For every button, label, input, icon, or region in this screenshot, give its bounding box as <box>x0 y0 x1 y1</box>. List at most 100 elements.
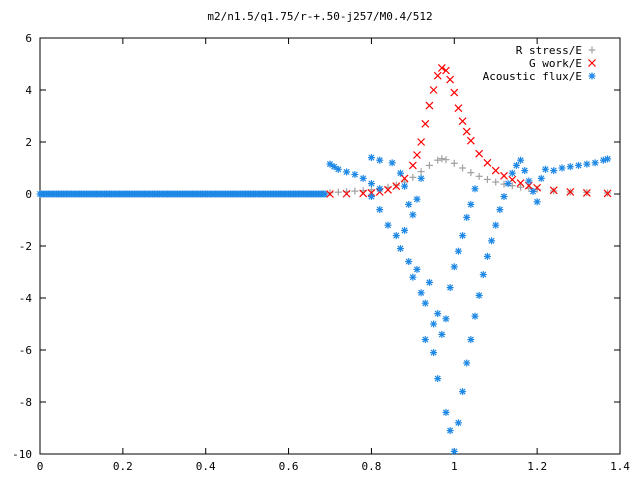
g-work-point <box>400 174 409 183</box>
x-tick-label: 0.2 <box>113 460 133 473</box>
acoustic-flux-point <box>446 427 454 435</box>
acoustic-flux-point <box>450 263 458 271</box>
acoustic-flux-point <box>475 291 483 299</box>
r-stress-point <box>492 178 500 186</box>
acoustic-flux-point <box>442 408 450 416</box>
r-stress-point <box>434 156 442 164</box>
acoustic-flux-point <box>417 289 425 297</box>
acoustic-flux-point <box>496 206 504 214</box>
acoustic-flux-point <box>392 232 400 240</box>
y-tick-label: 2 <box>25 136 32 149</box>
y-tick-label: 4 <box>25 84 32 97</box>
acoustic-flux-point <box>384 221 392 229</box>
r-stress-point <box>450 159 458 167</box>
acoustic-flux-point <box>430 320 438 328</box>
acoustic-flux-point <box>454 247 462 255</box>
g-work-point <box>433 71 442 80</box>
acoustic-flux-point <box>492 221 500 229</box>
g-work-point <box>500 171 508 180</box>
acoustic-flux-point <box>334 165 342 173</box>
acoustic-flux-point <box>521 167 529 175</box>
acoustic-flux-point <box>430 349 438 357</box>
g-work-point <box>421 119 430 128</box>
acoustic-flux-point <box>575 161 583 169</box>
r-stress-point <box>409 173 417 181</box>
acoustic-flux-point <box>396 169 404 177</box>
acoustic-flux-point <box>550 167 558 175</box>
acoustic-flux-point <box>413 265 421 273</box>
acoustic-flux-point <box>409 273 417 281</box>
acoustic-flux-point <box>537 174 545 182</box>
g-work-point <box>458 117 467 126</box>
y-tick-label: -10 <box>12 448 32 461</box>
acoustic-flux-point <box>479 271 487 279</box>
acoustic-flux-point <box>396 245 404 253</box>
chart-title: m2/n1.5/q1.75/r-+.50-j257/M0.4/512 <box>207 10 432 23</box>
r-stress-point <box>483 175 491 183</box>
g-work-point <box>384 185 392 194</box>
acoustic-flux-point <box>388 159 396 167</box>
acoustic-flux-point <box>463 359 471 367</box>
y-tick-label: 0 <box>25 188 32 201</box>
x-tick-label: 0.8 <box>361 460 381 473</box>
y-tick-label: 6 <box>25 32 32 45</box>
x-tick-label: 0 <box>37 460 44 473</box>
acoustic-flux-point <box>434 375 442 383</box>
data-marks <box>36 63 612 455</box>
acoustic-flux-point <box>367 154 375 162</box>
r-stress-point <box>442 156 450 164</box>
y-tick-label: -4 <box>19 292 33 305</box>
acoustic-flux-point <box>446 284 454 292</box>
r-stress-point <box>438 155 446 163</box>
acoustic-flux-point <box>471 185 479 193</box>
acoustic-flux-point <box>459 232 467 240</box>
acoustic-flux-point <box>405 258 413 266</box>
acoustic-flux-point <box>367 180 375 188</box>
acoustic-flux-point <box>517 156 525 164</box>
g-work-point <box>483 158 492 167</box>
acoustic-flux-point <box>525 177 533 185</box>
acoustic-flux-point <box>401 182 409 190</box>
acoustic-flux-point <box>359 174 367 182</box>
g-work-point <box>454 104 463 113</box>
r-stress-point <box>334 188 342 196</box>
g-work-point <box>413 151 421 159</box>
y-tick-label: -2 <box>19 240 32 253</box>
g-work-point <box>475 149 484 158</box>
legend-label: Acoustic flux/E <box>483 70 582 83</box>
acoustic-flux-point <box>583 160 591 168</box>
g-work-point <box>582 189 591 197</box>
g-work-point <box>429 86 438 94</box>
acoustic-flux-point <box>367 193 375 201</box>
acoustic-flux-point <box>591 159 599 167</box>
legend-marker <box>588 72 596 80</box>
r-stress-point <box>475 172 483 180</box>
x-tick-label: 0.4 <box>196 460 216 473</box>
acoustic-flux-point <box>512 161 520 169</box>
acoustic-flux-point <box>401 226 409 234</box>
r-stress-point <box>326 189 334 197</box>
acoustic-flux-point <box>471 312 479 320</box>
x-tick-label: 1.4 <box>610 460 630 473</box>
r-stress-point <box>425 161 433 169</box>
r-stress-point <box>467 169 475 177</box>
acoustic-flux-point <box>413 195 421 203</box>
legend-marker <box>588 46 596 54</box>
g-work-point <box>425 101 434 110</box>
acoustic-flux-point <box>500 193 508 201</box>
r-stress-point <box>351 187 359 195</box>
y-tick-label: -8 <box>19 396 32 409</box>
x-tick-label: 1.2 <box>527 460 547 473</box>
x-tick-label: 1 <box>451 460 458 473</box>
legend-label: G work/E <box>529 57 582 70</box>
acoustic-flux-point <box>425 278 433 286</box>
acoustic-flux-point <box>459 388 467 396</box>
acoustic-flux-point <box>438 330 446 338</box>
acoustic-flux-point <box>376 185 384 193</box>
x-tick-label: 0.6 <box>279 460 299 473</box>
g-work-point <box>359 189 368 198</box>
axis-ticks: 0 0.2 0.4 0.6 0.8 1 1.2 1.4 6 4 2 0 -2 -4 -6 -8 -10 <box>12 32 630 473</box>
acoustic-flux-point <box>376 206 384 214</box>
